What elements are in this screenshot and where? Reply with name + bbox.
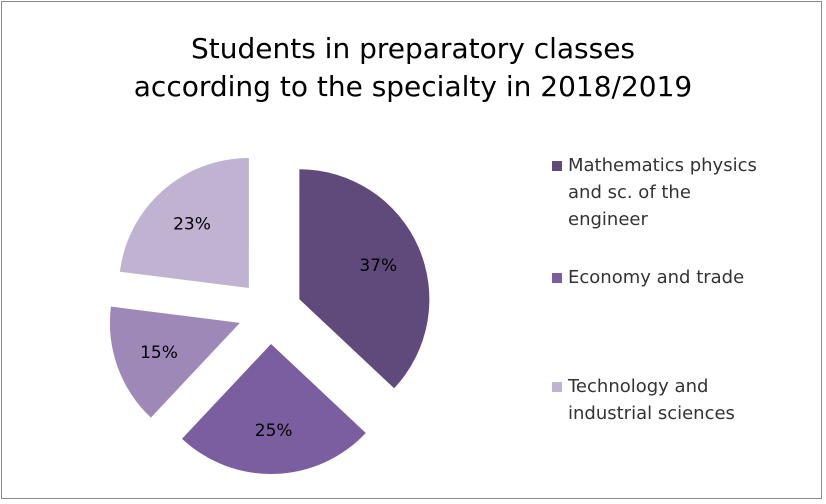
pie-slice-sciences: [109, 306, 240, 418]
legend-label-economy: Economy and trade: [568, 264, 818, 291]
pie-label-mathematics: 37%: [359, 256, 397, 276]
pie-label-sciences: 15%: [140, 343, 178, 363]
legend-label-technology-line-1: Technology and: [568, 376, 709, 397]
legend-label-technology-line-2: industrial sciences: [568, 403, 735, 424]
legend-swatch-mathematics: [552, 161, 562, 171]
pie-label-technology: 23%: [173, 214, 211, 234]
pie-slice-technology: [119, 157, 249, 288]
chart-title-line-2: according to the specialty in 2018/2019: [133, 70, 693, 103]
pie-slice-economy: [182, 343, 366, 474]
legend-label-mathematics-line-3: engineer: [568, 209, 648, 230]
legend-label-mathematics-line-1: Mathematics physics: [568, 155, 757, 176]
legend-label-economy-line-1: Economy and trade: [568, 267, 745, 288]
legend-label-mathematics-line-2: and sc. of the: [568, 182, 691, 203]
chart-title-line-1: Students in preparatory classes: [190, 32, 636, 65]
pie-label-economy: 25%: [255, 421, 293, 441]
legend-swatch-technology: [552, 382, 562, 392]
chart-title: Students in preparatory classes accordin…: [0, 30, 826, 106]
legend-label-mathematics: Mathematics physics and sc. of the engin…: [568, 152, 818, 233]
pie-slice-mathematics: [299, 169, 430, 389]
legend-label-technology: Technology and industrial sciences: [568, 373, 818, 427]
legend-swatch-economy: [552, 273, 562, 283]
